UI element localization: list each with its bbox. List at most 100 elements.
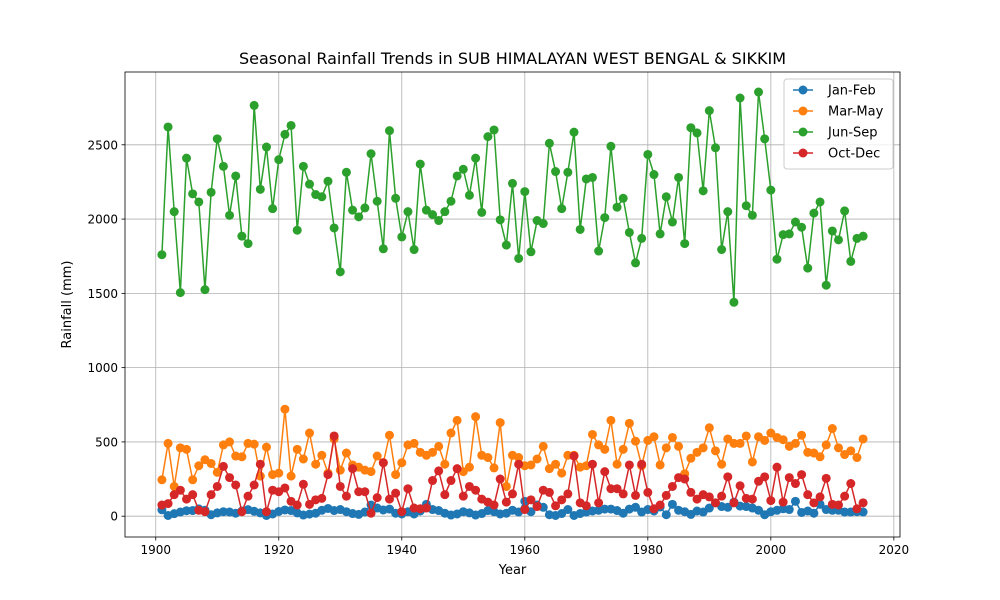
- x-tick-label: 2000: [756, 543, 787, 557]
- data-point: [354, 487, 364, 497]
- data-point: [378, 244, 388, 254]
- data-point: [827, 424, 837, 434]
- y-tick-label: 500: [95, 435, 118, 449]
- data-point: [188, 490, 198, 500]
- data-point: [520, 505, 530, 515]
- data-point: [692, 128, 702, 138]
- data-point: [661, 443, 671, 453]
- data-point: [495, 418, 505, 428]
- data-point: [551, 459, 561, 469]
- data-point: [717, 245, 727, 255]
- data-point: [747, 210, 757, 220]
- series-oct-dec: [157, 431, 868, 518]
- data-point: [372, 451, 382, 461]
- data-point: [231, 480, 241, 490]
- series-jun-sep: [157, 87, 868, 307]
- data-point: [298, 479, 308, 489]
- data-point: [544, 487, 554, 497]
- data-point: [280, 483, 290, 493]
- data-point: [809, 208, 819, 218]
- data-point: [563, 167, 573, 177]
- data-point: [514, 253, 524, 263]
- legend-marker: [798, 106, 808, 116]
- data-point: [434, 441, 444, 451]
- data-point: [778, 497, 788, 507]
- data-point: [797, 222, 807, 232]
- data-point: [538, 219, 548, 229]
- data-point: [292, 444, 302, 454]
- data-point: [212, 467, 222, 477]
- data-point: [274, 468, 284, 478]
- legend-label: Jun-Sep: [827, 126, 878, 141]
- data-point: [747, 457, 757, 467]
- data-point: [292, 500, 302, 510]
- data-point: [341, 167, 351, 177]
- x-tick-label: 1980: [633, 543, 664, 557]
- x-axis-label: Year: [498, 563, 527, 578]
- data-point: [415, 159, 425, 169]
- data-point: [428, 447, 438, 457]
- legend-label: Jan-Feb: [827, 84, 876, 99]
- data-point: [772, 254, 782, 264]
- data-point: [440, 459, 450, 469]
- data-point: [581, 501, 591, 511]
- data-point: [514, 459, 524, 469]
- data-point: [643, 487, 653, 497]
- data-point: [655, 229, 665, 239]
- data-point: [840, 507, 850, 517]
- data-point: [587, 459, 597, 469]
- data-point: [452, 415, 462, 425]
- data-point: [680, 239, 690, 249]
- data-point: [754, 87, 764, 97]
- data-point: [735, 481, 745, 491]
- data-point: [218, 161, 228, 171]
- data-point: [858, 498, 868, 508]
- data-point: [600, 444, 610, 454]
- data-point: [606, 141, 616, 151]
- data-point: [704, 106, 714, 116]
- data-point: [852, 453, 862, 463]
- data-point: [661, 192, 671, 202]
- data-point: [237, 507, 247, 517]
- data-point: [784, 229, 794, 239]
- data-point: [311, 459, 321, 469]
- data-point: [452, 464, 462, 474]
- data-point: [434, 216, 444, 226]
- data-point: [452, 171, 462, 181]
- data-point: [526, 247, 536, 257]
- data-point: [667, 499, 677, 509]
- data-point: [249, 439, 259, 449]
- data-point: [815, 452, 825, 462]
- data-point: [434, 466, 444, 476]
- data-point: [778, 435, 788, 445]
- data-point: [501, 481, 511, 491]
- data-point: [809, 508, 819, 518]
- data-point: [421, 503, 431, 513]
- x-tick-label: 1960: [510, 543, 541, 557]
- data-point: [225, 210, 235, 220]
- data-point: [710, 498, 720, 508]
- data-point: [335, 465, 345, 475]
- data-point: [594, 498, 604, 508]
- data-point: [655, 460, 665, 470]
- data-point: [348, 464, 358, 474]
- data-point: [341, 491, 351, 501]
- data-point: [194, 461, 204, 471]
- data-point: [563, 505, 573, 515]
- data-point: [501, 240, 511, 250]
- data-point: [163, 499, 173, 509]
- data-point: [717, 491, 727, 501]
- data-point: [790, 496, 800, 506]
- data-point: [317, 450, 327, 460]
- data-point: [464, 462, 474, 472]
- data-point: [329, 431, 339, 441]
- data-point: [661, 490, 671, 500]
- data-point: [372, 493, 382, 503]
- data-point: [508, 489, 517, 499]
- data-point: [163, 438, 173, 448]
- y-tick-label: 0: [110, 510, 118, 524]
- data-point: [815, 197, 825, 207]
- data-point: [833, 443, 843, 453]
- y-tick-label: 2500: [87, 138, 118, 152]
- data-point: [784, 505, 794, 515]
